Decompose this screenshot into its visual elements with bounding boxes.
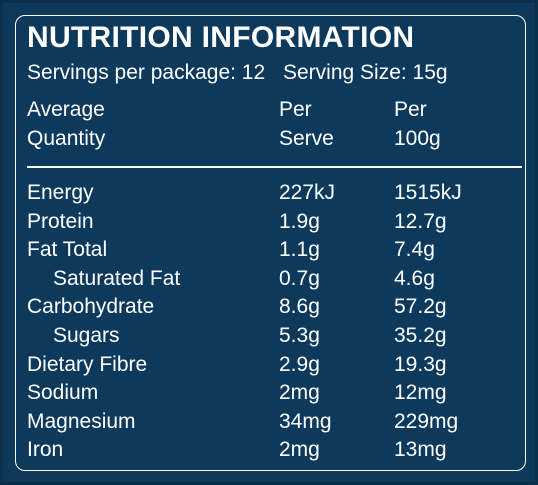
table-row: Sugars 5.3g 35.2g xyxy=(3,321,538,350)
serving-size: Serving Size: 15g xyxy=(283,61,448,84)
per-serve-value: 227kJ xyxy=(279,181,336,204)
header-per-100g: Per 100g xyxy=(394,95,441,153)
table-row: Fat Total 1.1g 7.4g xyxy=(3,235,538,264)
per-100g-value: 229mg xyxy=(394,409,459,433)
nutrient-name: Protein xyxy=(27,209,94,233)
per-100g-value: 12mg xyxy=(394,381,447,405)
per-serve-value: 2mg xyxy=(279,438,320,462)
panel-border xyxy=(15,15,526,471)
nutrient-name: Energy xyxy=(27,181,94,204)
table-row: Dietary Fibre 2.9g 19.3g xyxy=(3,350,538,379)
nutrient-table: Energy 227kJ 1515kJ Protein 1.9g 12.7g F… xyxy=(3,178,538,464)
table-row: Carbohydrate 8.6g 57.2g xyxy=(3,292,538,321)
per-serve-value: 5.3g xyxy=(279,323,320,347)
nutrient-name: Carbohydrate xyxy=(27,295,155,319)
per-100g-value: 1515kJ xyxy=(394,181,462,204)
header-divider xyxy=(27,166,522,168)
table-row: Sodium 2mg 12mg xyxy=(3,378,538,407)
nutrient-name: Sugars xyxy=(53,323,120,347)
header-average-quantity: Average Quantity xyxy=(27,95,105,153)
servings-line: Servings per package: 12 Serving Size: 1… xyxy=(27,61,448,85)
per-100g-value: 13mg xyxy=(394,438,447,462)
header-per-serve: Per Serve xyxy=(279,95,334,153)
per-serve-value: 2.9g xyxy=(279,352,320,376)
header-label: Quantity xyxy=(27,127,106,150)
nutrient-name: Sodium xyxy=(27,381,99,405)
header-label: Per xyxy=(394,98,427,121)
nutrient-name: Saturated Fat xyxy=(53,266,181,290)
panel-title: NUTRITION INFORMATION xyxy=(27,21,415,54)
per-100g-value: 12.7g xyxy=(394,209,447,233)
table-row: Iron 2mg 13mg xyxy=(3,435,538,464)
table-row: Energy 227kJ 1515kJ xyxy=(3,178,538,207)
per-serve-value: 2mg xyxy=(279,381,320,405)
servings-per-package: Servings per package: 12 xyxy=(27,61,266,84)
nutrient-name: Iron xyxy=(27,438,64,462)
header-label: Per xyxy=(279,98,312,121)
per-serve-value: 0.7g xyxy=(279,266,320,290)
per-100g-value: 7.4g xyxy=(394,238,435,262)
per-100g-value: 57.2g xyxy=(394,295,447,319)
table-row: Saturated Fat 0.7g 4.6g xyxy=(3,264,538,293)
per-100g-value: 19.3g xyxy=(394,352,447,376)
table-row: Protein 1.9g 12.7g xyxy=(3,207,538,236)
header-label: Average xyxy=(27,98,105,121)
table-row: Magnesium 34mg 229mg xyxy=(3,407,538,436)
header-label: Serve xyxy=(279,127,334,150)
header-label: 100g xyxy=(394,127,441,150)
per-serve-value: 8.6g xyxy=(279,295,320,319)
per-100g-value: 4.6g xyxy=(394,266,435,290)
per-serve-value: 1.9g xyxy=(279,209,320,233)
per-serve-value: 34mg xyxy=(279,409,332,433)
nutrient-name: Fat Total xyxy=(27,238,108,262)
nutrient-name: Magnesium xyxy=(27,409,136,433)
per-serve-value: 1.1g xyxy=(279,238,320,262)
per-100g-value: 35.2g xyxy=(394,323,447,347)
nutrient-name: Dietary Fibre xyxy=(27,352,148,376)
